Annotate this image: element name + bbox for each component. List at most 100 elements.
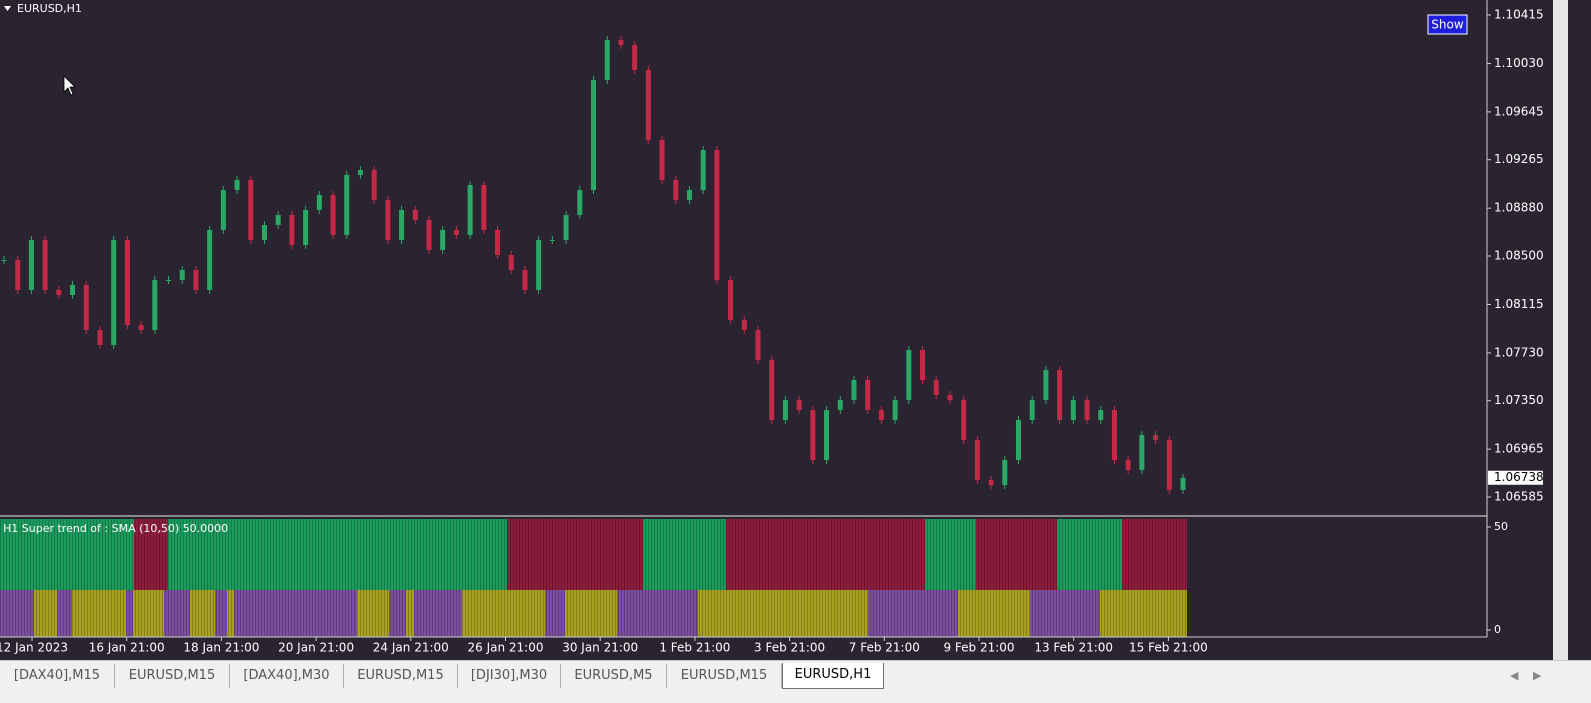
candle bbox=[1070, 399, 1076, 420]
chart-tab[interactable]: [DJI30],M30 bbox=[458, 664, 561, 688]
candle bbox=[632, 44, 638, 70]
candle bbox=[138, 324, 144, 330]
candle bbox=[700, 150, 706, 191]
candle bbox=[755, 329, 761, 360]
candle bbox=[289, 214, 295, 246]
candle bbox=[933, 379, 939, 395]
candle bbox=[495, 229, 501, 255]
chart-tab[interactable]: EURUSD,M5 bbox=[561, 664, 667, 688]
candle bbox=[604, 40, 610, 80]
scroll-right[interactable]: ▶ bbox=[1533, 669, 1542, 682]
candle bbox=[330, 194, 336, 235]
block-stripes bbox=[0, 519, 1187, 637]
chart-tab[interactable]: [DAX40],M30 bbox=[230, 664, 344, 688]
candle bbox=[549, 240, 555, 242]
candle bbox=[1139, 434, 1145, 470]
collapse-arrow[interactable] bbox=[4, 6, 11, 11]
candle bbox=[851, 379, 857, 400]
candle bbox=[166, 280, 172, 282]
current-price-label: 1.06738 bbox=[1494, 470, 1544, 484]
scrollbar[interactable] bbox=[1553, 0, 1568, 660]
candle bbox=[769, 359, 775, 420]
candle bbox=[111, 240, 117, 345]
price-label: 1.10030 bbox=[1494, 56, 1544, 70]
candle bbox=[1098, 410, 1104, 420]
candle bbox=[920, 350, 926, 380]
candle bbox=[28, 240, 34, 290]
candle bbox=[316, 194, 322, 210]
candle bbox=[892, 399, 898, 420]
time-label: 15 Feb 21:00 bbox=[1129, 641, 1208, 655]
candle bbox=[522, 269, 528, 290]
candle bbox=[961, 399, 967, 440]
candle bbox=[481, 185, 487, 230]
chart-tab[interactable]: EURUSD,M15 bbox=[115, 664, 230, 688]
candle bbox=[988, 480, 994, 486]
price-label: 1.07350 bbox=[1494, 393, 1544, 407]
show-button[interactable] bbox=[1427, 14, 1468, 35]
indicator-blocks bbox=[0, 519, 1187, 637]
candle bbox=[1180, 477, 1186, 490]
symbol-label: EURUSD,H1 bbox=[17, 2, 82, 15]
candle bbox=[824, 410, 830, 461]
time-label: 1 Feb 21:00 bbox=[659, 641, 730, 655]
candle bbox=[357, 170, 363, 175]
chart-tab[interactable]: [DAX40],M15 bbox=[0, 664, 115, 688]
candle bbox=[1043, 370, 1049, 400]
candle bbox=[56, 289, 62, 296]
candle bbox=[385, 199, 391, 241]
candle bbox=[563, 214, 569, 241]
candle bbox=[1, 260, 7, 262]
chart-tab[interactable]: EURUSD,M15 bbox=[344, 664, 458, 688]
current-price-box bbox=[1488, 470, 1543, 485]
price-label: 1.10415 bbox=[1494, 7, 1544, 21]
mouse-cursor bbox=[63, 75, 76, 96]
candle bbox=[618, 40, 624, 45]
candle bbox=[220, 190, 226, 230]
time-label: 7 Feb 21:00 bbox=[849, 641, 920, 655]
scroll-left[interactable]: ◀ bbox=[1510, 669, 1519, 682]
price-label: 1.06585 bbox=[1494, 490, 1544, 504]
candle bbox=[1111, 410, 1117, 461]
price-label: 1.08115 bbox=[1494, 297, 1544, 311]
price-label: 1.07730 bbox=[1494, 345, 1544, 359]
price-label: 1.09645 bbox=[1494, 104, 1544, 118]
time-label: 16 Jan 21:00 bbox=[89, 641, 165, 655]
time-label: 18 Jan 21:00 bbox=[183, 641, 259, 655]
candle bbox=[714, 150, 720, 281]
candle bbox=[124, 240, 130, 325]
candle bbox=[83, 284, 89, 330]
indicator-label: 50 bbox=[1494, 520, 1508, 533]
candle bbox=[577, 190, 583, 215]
candle bbox=[728, 280, 734, 320]
candle bbox=[179, 269, 185, 281]
candle bbox=[371, 170, 377, 200]
indicator-title: H1 Super trend of : SMA (10,50) 50.0000 bbox=[3, 522, 228, 535]
candle bbox=[412, 209, 418, 220]
candle bbox=[467, 185, 473, 235]
candle bbox=[686, 190, 692, 200]
chart-tab[interactable]: EURUSD,H1 bbox=[782, 663, 884, 689]
candle bbox=[837, 399, 843, 411]
price-label: 1.08500 bbox=[1494, 248, 1544, 262]
candle bbox=[1057, 370, 1063, 420]
candle bbox=[1015, 419, 1021, 461]
candle bbox=[42, 240, 48, 290]
candle bbox=[796, 399, 802, 411]
time-label: 9 Feb 21:00 bbox=[943, 641, 1014, 655]
time-label: 12 Jan 2023 bbox=[0, 641, 68, 655]
candle bbox=[344, 174, 350, 235]
chart-tab[interactable]: EURUSD,M15 bbox=[667, 664, 782, 688]
candle bbox=[508, 254, 514, 270]
show-button-label[interactable]: Show bbox=[1431, 18, 1464, 32]
price-label: 1.08880 bbox=[1494, 201, 1544, 215]
candle bbox=[673, 179, 679, 200]
candle bbox=[261, 225, 267, 241]
candle bbox=[207, 229, 213, 290]
candle bbox=[275, 214, 281, 226]
candle bbox=[865, 379, 871, 411]
time-label: 30 Jan 21:00 bbox=[562, 641, 638, 655]
candle bbox=[536, 240, 542, 290]
candle bbox=[440, 229, 446, 250]
price-label: 1.06965 bbox=[1494, 442, 1544, 456]
